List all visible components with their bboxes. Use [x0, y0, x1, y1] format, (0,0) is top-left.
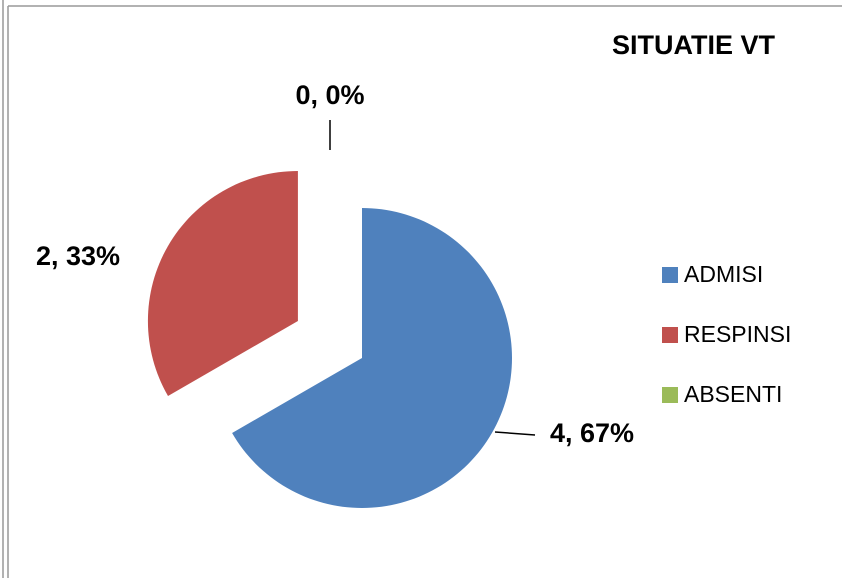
chart-title: SITUATIE VT	[612, 30, 776, 60]
data-label: 4, 67%	[550, 418, 634, 448]
leader-line	[494, 431, 536, 436]
data-label: 2, 33%	[36, 241, 120, 271]
legend-swatch	[662, 327, 678, 343]
legend-label: ABSENTI	[684, 381, 782, 407]
pie-slice	[232, 208, 512, 508]
legend-label: ADMISI	[684, 261, 763, 287]
pie-slice	[147, 171, 298, 396]
legend-label: RESPINSI	[684, 321, 791, 347]
legend-swatch	[662, 387, 678, 403]
legend-swatch	[662, 267, 678, 283]
data-label: 0, 0%	[295, 80, 364, 110]
